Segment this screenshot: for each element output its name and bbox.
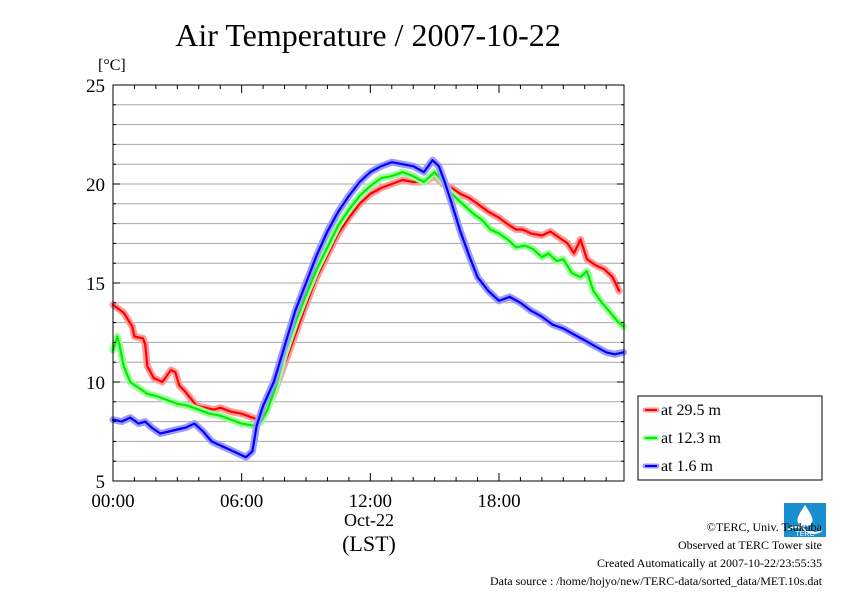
logo-text: TERC	[795, 531, 814, 538]
series-halo-1	[109, 168, 627, 430]
y-axis-unit-label: [°C]	[98, 57, 126, 74]
copyright-text: ©TERC, Univ. Tsukuba	[707, 520, 823, 534]
series-line-2	[111, 159, 625, 459]
legend-box	[637, 395, 823, 481]
legend: at 29.5 m at 12.3 m at 1.6 m	[637, 395, 823, 481]
x-tick-label: 00:00	[91, 491, 134, 512]
x-tick-label: 18:00	[477, 491, 520, 512]
y-tick-label: 15	[86, 274, 105, 295]
series-halo-0	[109, 172, 623, 424]
gridlines	[113, 104, 624, 462]
series-line-0	[111, 175, 621, 421]
x-tick-label: 12:00	[349, 491, 392, 512]
y-tick-label: 5	[96, 472, 106, 493]
series-line-1	[111, 171, 625, 427]
data-source-text: Data source : /home/hojyo/new/TERC-data/…	[490, 574, 823, 588]
y-tick-label: 20	[86, 175, 105, 196]
legend-label: at 1.6 m	[661, 458, 714, 475]
y-tick-label: 10	[86, 373, 105, 394]
series-halo-2	[109, 156, 627, 461]
y-tick-label: 25	[86, 76, 105, 97]
legend-label: at 12.3 m	[661, 430, 722, 447]
x-tick-label: 06:00	[220, 491, 263, 512]
x-axis-date-label: Oct-22	[344, 510, 394, 530]
observed-site-text: Observed at TERC Tower site	[678, 538, 822, 552]
chart-title: Air Temperature / 2007-10-22	[175, 17, 561, 53]
created-timestamp-text: Created Automatically at 2007-10-22/23:5…	[597, 556, 822, 570]
axis-ticks: 5 10 15 20 25 00:00 06:00 12:00 18:00	[86, 76, 624, 512]
series-layer	[109, 156, 627, 461]
legend-label: at 29.5 m	[661, 402, 722, 419]
terc-logo-icon: TERC	[784, 503, 826, 538]
x-axis-label: (LST)	[342, 531, 396, 556]
